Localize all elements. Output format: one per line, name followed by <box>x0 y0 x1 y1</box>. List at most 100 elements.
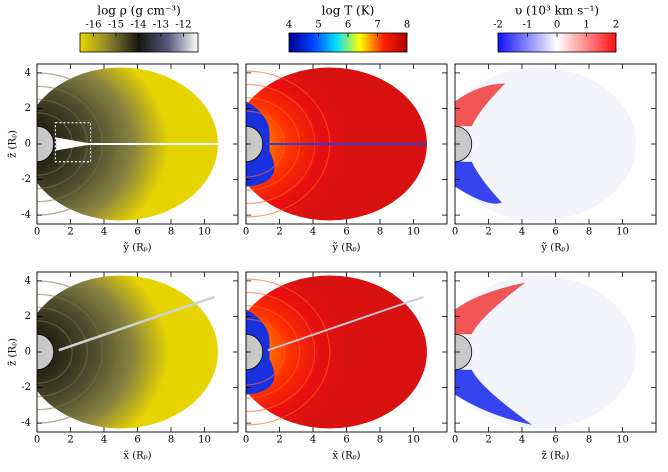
x-tick-label: 10 <box>616 435 629 446</box>
panel-image <box>455 275 636 429</box>
colorbar-tick-label: -12 <box>175 20 191 31</box>
colorbar-title: log ρ (g cm⁻³) <box>97 4 181 18</box>
shell <box>37 280 118 424</box>
colorbar-tick-label: -1 <box>523 20 533 31</box>
x-tick-label: 8 <box>377 227 383 238</box>
panel-image <box>37 275 218 429</box>
x-axis-label: ỹ (Rₚ) <box>122 243 151 254</box>
shell <box>246 305 301 399</box>
planet <box>37 125 55 163</box>
planet <box>246 125 264 163</box>
x-tick-label: 2 <box>67 435 73 446</box>
y-tick-label: 0 <box>25 347 31 358</box>
x-axis-label: ỹ (Rₚ) <box>331 243 360 254</box>
colorbar-tick-label: 2 <box>613 20 619 31</box>
planet <box>455 125 473 163</box>
shell <box>37 293 103 411</box>
zoom-box <box>54 122 92 163</box>
domain <box>37 275 218 429</box>
colorbar-tick-label: -16 <box>85 20 101 31</box>
colorbar-tick-label: -13 <box>153 20 169 31</box>
y-tick-label: -2 <box>21 174 31 185</box>
x-tick-label: 0 <box>452 435 458 446</box>
x-tick-label: 4 <box>101 435 107 446</box>
x-tick-label: 2 <box>276 435 282 446</box>
y-axis-label: z̃ (Rₚ) <box>8 130 19 158</box>
x-axis-label: x̃ (Rₚ) <box>332 451 360 462</box>
planet <box>455 333 473 371</box>
colorbar <box>79 32 199 53</box>
y-tick-label: 4 <box>25 275 31 286</box>
x-tick-label: 0 <box>243 435 249 446</box>
blue-wedge <box>455 369 533 425</box>
colorbar-tick-label: 5 <box>315 20 321 31</box>
x-tick-label: 4 <box>519 435 525 446</box>
y-tick-label: 2 <box>25 311 31 322</box>
x-tick-label: 4 <box>310 227 316 238</box>
x-tick-label: 0 <box>34 227 40 238</box>
x-tick-label: 4 <box>101 227 107 238</box>
panel-image <box>455 67 636 221</box>
blue-wedge <box>455 161 502 204</box>
y-tick-label: -2 <box>21 382 31 393</box>
x-tick-label: 8 <box>377 435 383 446</box>
planet <box>37 333 55 371</box>
colorbar-title: υ (10³ km s⁻¹) <box>515 4 599 18</box>
colorbar-title: log T (K) <box>322 4 375 18</box>
x-axis-label: z̃ (Rₚ) <box>542 451 570 462</box>
x-tick-label: 6 <box>343 435 349 446</box>
x-tick-label: 8 <box>586 227 592 238</box>
y-tick-label: -4 <box>21 210 31 221</box>
x-tick-label: 8 <box>168 227 174 238</box>
x-tick-label: 8 <box>168 435 174 446</box>
shell <box>246 291 316 413</box>
colorbar-tick-label: 6 <box>345 20 351 31</box>
x-axis-label: ỹ (Rₚ) <box>540 243 569 254</box>
colorbar-tick-label: -2 <box>493 20 503 31</box>
colorbar-tick-label: -14 <box>130 20 146 31</box>
x-tick-label: 6 <box>552 435 558 446</box>
y-tick-label: -4 <box>21 418 31 429</box>
domain <box>455 67 636 221</box>
x-tick-label: 6 <box>134 435 140 446</box>
x-axis-label: x̃ (Rₚ) <box>123 451 151 462</box>
colorbar-tick-label: -15 <box>108 20 124 31</box>
colorbar-tick-label: 1 <box>583 20 589 31</box>
shell <box>246 278 331 426</box>
panel-image <box>246 67 427 221</box>
x-tick-label: 8 <box>586 435 592 446</box>
x-tick-label: 10 <box>198 435 211 446</box>
stream <box>267 296 424 352</box>
colorbar-tick-label: 0 <box>554 20 560 31</box>
x-tick-label: 2 <box>485 227 491 238</box>
x-tick-label: 2 <box>276 227 282 238</box>
domain <box>455 275 636 429</box>
red-wedge <box>455 83 506 127</box>
x-tick-label: 10 <box>407 227 420 238</box>
y-tick-label: 0 <box>25 139 31 150</box>
domain <box>246 275 427 429</box>
panel-image <box>37 67 218 221</box>
y-axis-label: z̃ (Rₚ) <box>8 338 19 366</box>
colorbar-tick-label: 4 <box>286 20 292 31</box>
shell <box>37 306 88 398</box>
x-tick-label: 6 <box>343 227 349 238</box>
x-tick-label: 4 <box>519 227 525 238</box>
y-tick-label: 2 <box>25 103 31 114</box>
red-wedge <box>455 282 526 335</box>
colorbar-tick-label: 8 <box>404 20 410 31</box>
x-tick-label: 0 <box>452 227 458 238</box>
x-tick-label: 6 <box>134 227 140 238</box>
x-tick-label: 10 <box>198 227 211 238</box>
stream <box>58 295 215 352</box>
x-tick-label: 2 <box>485 435 491 446</box>
x-tick-label: 10 <box>616 227 629 238</box>
y-tick-label: 4 <box>25 67 31 78</box>
shell <box>37 320 73 384</box>
x-tick-label: 6 <box>552 227 558 238</box>
stream <box>56 137 218 151</box>
x-tick-label: 10 <box>407 435 420 446</box>
x-tick-label: 0 <box>34 435 40 446</box>
x-tick-label: 2 <box>67 227 73 238</box>
